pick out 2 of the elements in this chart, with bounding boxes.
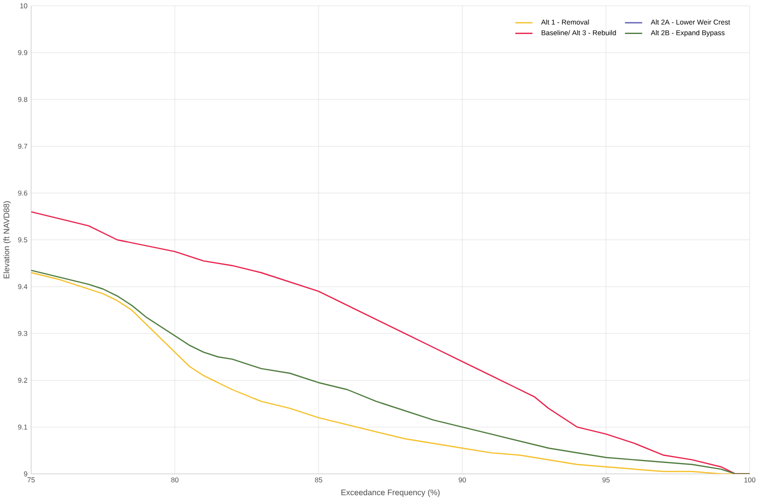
x-axis-title: Exceedance Frequency (%): [341, 489, 440, 497]
y-axis-title: Elevation (ft NAVD88): [3, 201, 11, 278]
